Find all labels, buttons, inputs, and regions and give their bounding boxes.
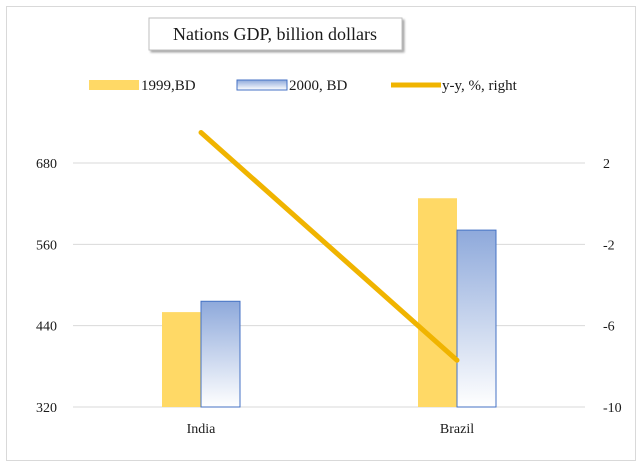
x-tick-label: India (187, 422, 217, 437)
y-left-tick-label: 440 (36, 320, 57, 335)
bar-2000-bd-india (200, 300, 241, 408)
y-right-tick-label: -2 (603, 238, 615, 253)
y-right-tick-label: 2 (603, 157, 610, 172)
bars (162, 198, 497, 408)
x-tick-label: Brazil (440, 422, 474, 437)
y-axis-right: 2 -2 -6 -10 (603, 157, 622, 416)
yy-line (198, 130, 460, 363)
bar-1999-bd-brazil (418, 198, 457, 407)
legend-label-1999: 1999,BD (141, 78, 196, 94)
legend-label-2000: 2000, BD (289, 78, 348, 94)
bar-2000-bd-brazil (456, 229, 497, 408)
legend: 1999,BD 2000, BD y-y, %, right (89, 78, 518, 94)
legend-label-yy: y-y, %, right (442, 78, 518, 94)
legend-swatch-2000 (236, 79, 288, 91)
y-left-tick-label: 320 (36, 401, 57, 416)
y-axis-left: 680 560 440 320 (36, 157, 57, 416)
y-left-tick-label: 680 (36, 157, 57, 172)
y-left-tick-label: 560 (36, 238, 57, 253)
chart-title-box (148, 17, 403, 51)
chart: Nations GDP, billion dollars 1999,BD 200… (36, 17, 622, 437)
chart-frame: Nations GDP, billion dollars 1999,BD 200… (6, 6, 636, 461)
yy-line-path (198, 130, 460, 363)
y-right-tick-label: -6 (603, 320, 615, 335)
legend-swatch-1999 (89, 80, 139, 90)
x-axis: India Brazil (187, 422, 475, 437)
chart-title: Nations GDP, billion dollars (173, 24, 377, 44)
gridlines (73, 162, 585, 408)
y-right-tick-label: -10 (603, 401, 622, 416)
bar-1999-bd-india (162, 312, 201, 407)
